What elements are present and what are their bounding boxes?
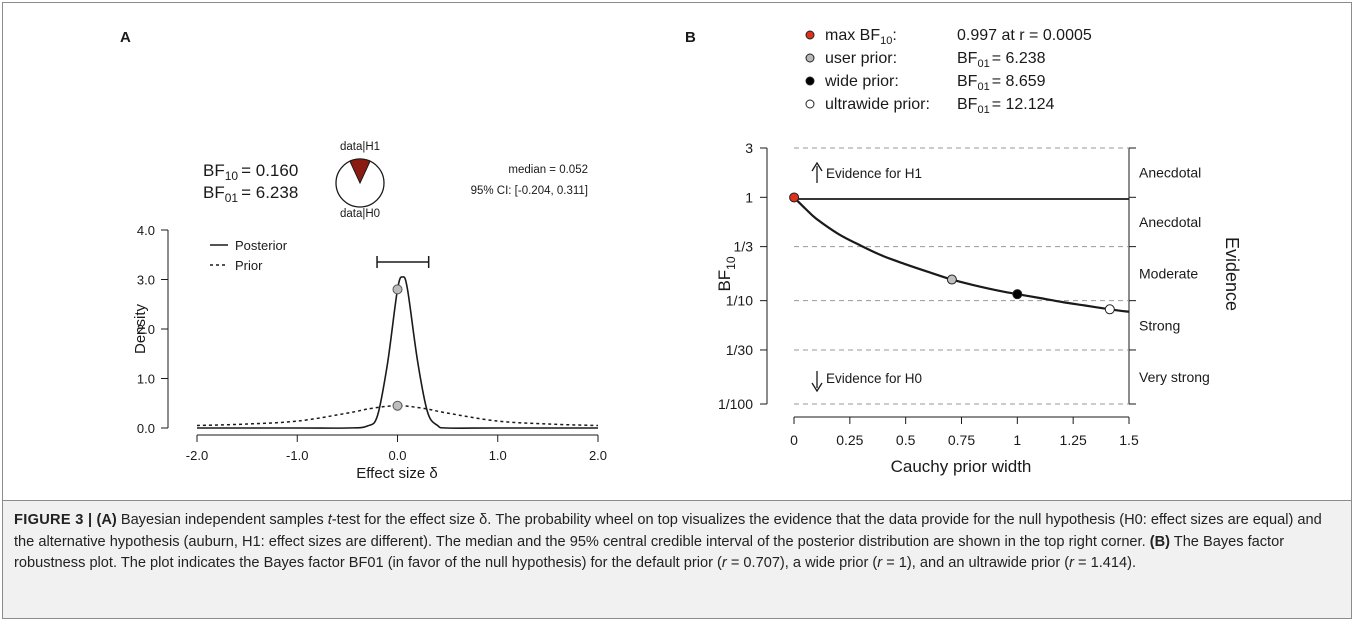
legend-dot xyxy=(805,76,815,86)
a-y-tick-label: 3.0 xyxy=(137,273,155,288)
bf01-text: BF01 = 6.238 xyxy=(203,183,298,205)
caption-text-a2: -test for the effect size δ. The probabi… xyxy=(14,512,1322,550)
b-y-tick-label: 1/100 xyxy=(718,396,753,412)
b-x-tick-label: 0.5 xyxy=(896,432,916,448)
evidence-h1-label: Evidence for H1 xyxy=(826,166,922,181)
legend-label: max BF10: xyxy=(825,27,897,47)
a-x-tick-label: -2.0 xyxy=(186,448,208,463)
a-x-tick-label: 2.0 xyxy=(589,448,607,463)
figure-caption: FIGURE 3 | (A) Bayesian independent samp… xyxy=(14,510,1334,575)
caption-t-italic: t xyxy=(327,512,332,528)
b-y-tick-label: 1/3 xyxy=(734,239,754,255)
caption-figure-label: FIGURE 3 | xyxy=(14,512,93,528)
legend-value: BF01 = 12.124 xyxy=(957,96,1055,116)
a-y-tick-label: 1.0 xyxy=(137,372,155,387)
a-x-axis-label: Effect size δ xyxy=(356,465,437,482)
legend-dot xyxy=(805,99,815,109)
legend-label: wide prior: xyxy=(824,73,899,90)
b-x-tick-label: 0.25 xyxy=(836,432,863,448)
evidence-category-label: Very strong xyxy=(1139,369,1210,385)
wheel-bottom-label: data|H0 xyxy=(340,208,380,220)
caption-text-b3: = 1), and an ultrawide prior ( xyxy=(882,555,1070,571)
legend-value: BF01 = 8.659 xyxy=(957,73,1046,93)
posterior-curve xyxy=(197,276,598,429)
median-text: median = 0.052 xyxy=(508,164,588,176)
a-y-axis-label: Density xyxy=(132,303,149,354)
a-y-tick-label: 0.0 xyxy=(137,421,155,436)
caption-part-b: (B) xyxy=(1149,533,1170,550)
a-y-tick-label: 4.0 xyxy=(137,223,155,238)
evidence-category-label: Strong xyxy=(1139,317,1180,333)
legend-label: ultrawide prior: xyxy=(825,96,930,113)
figure-canvas: A BF10 = 0.160 BF01 = 6.238 data|H1 data|H… xyxy=(120,27,1242,482)
b-x-tick-label: 1.25 xyxy=(1060,432,1087,448)
a-x-tick-label: 1.0 xyxy=(489,448,507,463)
b-y-tick-label: 3 xyxy=(745,140,753,156)
density-point xyxy=(392,400,403,411)
evidence-h0-label: Evidence for H0 xyxy=(826,371,922,386)
b-legend: max BF10: 0.997 at r = 0.0005 user prior: B… xyxy=(805,27,1092,116)
caption-text-b1: The Bayes factor robustness plot. The pl… xyxy=(14,533,1285,572)
credible-interval-bar xyxy=(376,256,430,268)
b-y-tick-label: 1/30 xyxy=(726,342,753,358)
b-x-tick-label: 1.5 xyxy=(1119,432,1139,448)
wheel-top-label: data|H1 xyxy=(340,141,380,153)
caption-box xyxy=(2,500,1352,619)
caption-part-a: (A) xyxy=(96,512,117,528)
bf-point-wide xyxy=(1012,289,1023,300)
legend-value: 0.997 at r = 0.0005 xyxy=(957,27,1092,44)
caption-r2: r xyxy=(877,555,883,571)
evidence-category-label: Anecdotal xyxy=(1139,165,1201,181)
b-y-tick-label: 1 xyxy=(745,189,753,205)
bf10-curve xyxy=(793,196,1130,313)
legend-posterior-label: Posterior xyxy=(235,238,288,253)
panel-a-label: A xyxy=(120,29,131,46)
density-point xyxy=(392,284,403,295)
a-x-tick-label: -1.0 xyxy=(286,448,308,463)
legend-dot xyxy=(805,53,815,63)
b-x-tick-label: 0 xyxy=(790,432,798,448)
wheel-h1-wedge xyxy=(349,158,371,185)
arrow-up-head-icon xyxy=(811,161,823,172)
caption-r3: r xyxy=(1069,555,1074,571)
panel-b-label: B xyxy=(685,29,696,46)
panel-b: B max BF10: 0.997 at r = 0.0005 user prior… xyxy=(685,27,1242,476)
prior-curve xyxy=(196,404,599,427)
caption-text-b2: = 0.707), a wide prior ( xyxy=(726,555,878,571)
b-x-tick-label: 0.75 xyxy=(948,432,975,448)
caption-text-a1: Bayesian independent samples xyxy=(116,512,328,528)
legend-label: user prior: xyxy=(825,50,897,67)
bf10-text: BF10 = 0.160 xyxy=(203,161,298,183)
b-x-axis-label: Cauchy prior width xyxy=(891,457,1032,476)
panel-a: A BF10 = 0.160 BF01 = 6.238 data|H1 data|H… xyxy=(120,29,607,482)
evidence-category-label: Anecdotal xyxy=(1139,214,1201,230)
caption-text-b4: = 1.414). xyxy=(1074,555,1137,571)
legend-dot xyxy=(805,30,815,40)
b-y-axis-label: BF10 xyxy=(715,256,738,291)
arrow-down-head-icon xyxy=(811,382,823,393)
b-x-tick-label: 1 xyxy=(1013,432,1021,448)
ci-text: 95% CI: [-0.204, 0.311] xyxy=(471,185,588,197)
bf-point-user xyxy=(946,274,957,285)
b-y-tick-label: 1/10 xyxy=(726,293,753,309)
b-right-axis-label: Evidence xyxy=(1222,237,1242,311)
a-x-tick-label: 0.0 xyxy=(388,448,406,463)
a-y-tick-label: 2.0 xyxy=(137,322,155,337)
bf-point-max xyxy=(789,192,800,203)
bf-point-ultrawide xyxy=(1104,304,1115,315)
legend-value: BF01 = 6.238 xyxy=(957,50,1046,70)
legend-prior-label: Prior xyxy=(235,258,263,273)
caption-r1: r xyxy=(721,555,727,571)
evidence-category-label: Moderate xyxy=(1139,266,1198,282)
